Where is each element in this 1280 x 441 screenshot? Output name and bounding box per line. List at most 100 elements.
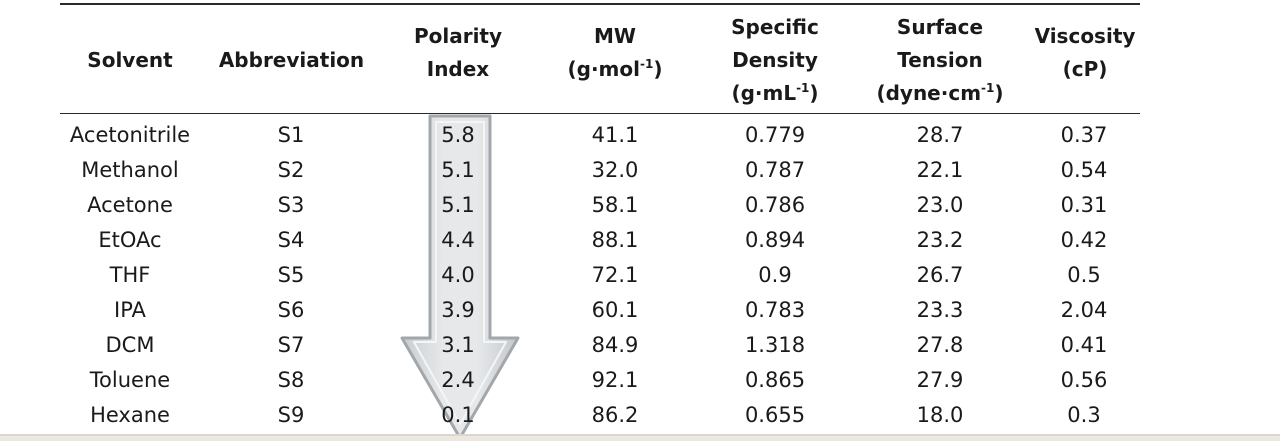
- header-surface-tension: Surface Tension (dyne·cm-1): [860, 8, 1020, 112]
- cell-specific-density: 0.787: [744, 158, 806, 182]
- header-tension-unit: (dyne·cm-1): [876, 81, 1003, 105]
- cell-mw: 32.0: [591, 158, 639, 182]
- header-polarity-line2: Index: [426, 57, 490, 81]
- cell-solvent: Hexane: [90, 403, 170, 427]
- header-density-unit-close: ): [809, 80, 819, 105]
- header-mw-line1: MW: [594, 24, 636, 48]
- cell-viscosity: 2.04: [1060, 298, 1108, 322]
- cell-viscosity: 0.54: [1060, 158, 1108, 182]
- table-top-rule: [60, 3, 1140, 5]
- cell-abbreviation: S3: [277, 193, 305, 217]
- header-tension-line1: Surface: [896, 14, 984, 39]
- cell-surface-tension: 23.2: [916, 228, 964, 252]
- cell-polarity-index: 5.8: [441, 123, 475, 147]
- cell-solvent: DCM: [105, 333, 155, 357]
- cell-abbreviation: S7: [277, 333, 305, 357]
- cell-specific-density: 0.783: [744, 298, 806, 322]
- table-row: DCM S7 3.1 84.9 1.318 27.8 0.41: [60, 328, 1140, 363]
- table-row: Hexane S9 0.1 86.2 0.655 18.0 0.3: [60, 398, 1140, 433]
- cell-surface-tension: 27.8: [916, 333, 964, 357]
- header-solvent: Solvent: [60, 8, 200, 112]
- cell-surface-tension: 22.1: [916, 158, 964, 182]
- cell-specific-density: 1.318: [744, 333, 806, 357]
- cell-abbreviation: S9: [277, 403, 305, 427]
- page-bottom-band: [0, 436, 1280, 441]
- header-viscosity: Viscosity (cP): [1020, 8, 1150, 112]
- cell-mw: 72.1: [591, 263, 639, 287]
- cell-polarity-index: 4.0: [441, 263, 475, 287]
- cell-solvent: THF: [109, 263, 151, 287]
- cell-mw: 58.1: [591, 193, 639, 217]
- cell-abbreviation: S1: [277, 123, 305, 147]
- cell-abbreviation: S2: [277, 158, 305, 182]
- header-abbreviation: Abbreviation: [200, 8, 383, 112]
- table-row: Acetonitrile S1 5.8 41.1 0.779 28.7 0.37: [60, 118, 1140, 153]
- header-viscosity-line1: Viscosity: [1034, 24, 1136, 48]
- cell-mw: 60.1: [591, 298, 639, 322]
- header-tension-line2: Tension: [897, 47, 983, 72]
- cell-specific-density: 0.9: [758, 263, 792, 287]
- cell-viscosity: 0.56: [1060, 368, 1108, 392]
- table-row: IPA S6 3.9 60.1 0.783 23.3 2.04: [60, 293, 1140, 328]
- cell-polarity-index: 0.1: [441, 403, 475, 427]
- header-mw: MW (g·mol-1): [540, 8, 690, 112]
- cell-polarity-index: 4.4: [441, 228, 475, 252]
- cell-polarity-index: 5.1: [441, 158, 475, 182]
- cell-mw: 41.1: [591, 123, 639, 147]
- cell-surface-tension: 26.7: [916, 263, 964, 287]
- cell-solvent: Acetone: [87, 193, 173, 217]
- cell-polarity-index: 3.1: [441, 333, 475, 357]
- header-specific-density: Specific Density (g·mL-1): [700, 8, 850, 112]
- header-mw-unit: (g·mol-1): [568, 57, 663, 81]
- cell-viscosity: 0.3: [1067, 403, 1101, 427]
- header-tension-unit-exp: -1: [981, 80, 995, 95]
- header-density-line1: Specific: [731, 14, 819, 39]
- header-mw-unit-exp: -1: [640, 57, 654, 71]
- table-row: Acetone S3 5.1 58.1 0.786 23.0 0.31: [60, 188, 1140, 223]
- header-tension-unit-close: ): [994, 80, 1004, 105]
- header-density-unit-base: (g·mL: [731, 80, 797, 105]
- table-row: THF S5 4.0 72.1 0.9 26.7 0.5: [60, 258, 1140, 293]
- header-abbreviation-label: Abbreviation: [218, 47, 365, 72]
- header-tension-unit-base: (dyne·cm: [876, 80, 982, 105]
- header-mw-unit-close: ): [653, 57, 663, 81]
- cell-viscosity: 0.5: [1067, 263, 1101, 287]
- header-density-line2: Density: [732, 47, 818, 72]
- cell-solvent: EtOAc: [98, 228, 162, 252]
- header-divider-rule: [60, 113, 1140, 114]
- cell-surface-tension: 23.0: [916, 193, 964, 217]
- cell-abbreviation: S8: [277, 368, 305, 392]
- cell-viscosity: 0.37: [1060, 123, 1108, 147]
- cell-specific-density: 0.865: [744, 368, 806, 392]
- cell-specific-density: 0.786: [744, 193, 806, 217]
- cell-viscosity: 0.31: [1060, 193, 1108, 217]
- header-density-unit-exp: -1: [796, 80, 810, 95]
- table-row: Methanol S2 5.1 32.0 0.787 22.1 0.54: [60, 153, 1140, 188]
- header-density-unit: (g·mL-1): [731, 81, 818, 105]
- table-row: EtOAc S4 4.4 88.1 0.894 23.2 0.42: [60, 223, 1140, 258]
- header-polarity-line1: Polarity: [413, 24, 503, 48]
- table-row: Toluene S8 2.4 92.1 0.865 27.9 0.56: [60, 363, 1140, 398]
- header-solvent-label: Solvent: [87, 47, 173, 72]
- header-polarity-index: Polarity Index: [383, 8, 533, 112]
- cell-mw: 92.1: [591, 368, 639, 392]
- cell-viscosity: 0.41: [1060, 333, 1108, 357]
- cell-solvent: Toluene: [89, 368, 171, 392]
- cell-mw: 84.9: [591, 333, 639, 357]
- cell-abbreviation: S6: [277, 298, 305, 322]
- page-bottom-line: [0, 434, 1280, 436]
- cell-specific-density: 0.779: [744, 123, 806, 147]
- cell-mw: 86.2: [591, 403, 639, 427]
- cell-specific-density: 0.894: [744, 228, 806, 252]
- cell-mw: 88.1: [591, 228, 639, 252]
- cell-surface-tension: 23.3: [916, 298, 964, 322]
- down-arrow-icon: [400, 114, 520, 440]
- cell-polarity-index: 5.1: [441, 193, 475, 217]
- cell-solvent: Acetonitrile: [69, 123, 191, 147]
- cell-viscosity: 0.42: [1060, 228, 1108, 252]
- cell-solvent: IPA: [114, 298, 146, 322]
- cell-specific-density: 0.655: [744, 403, 806, 427]
- cell-surface-tension: 18.0: [916, 403, 964, 427]
- cell-polarity-index: 3.9: [441, 298, 475, 322]
